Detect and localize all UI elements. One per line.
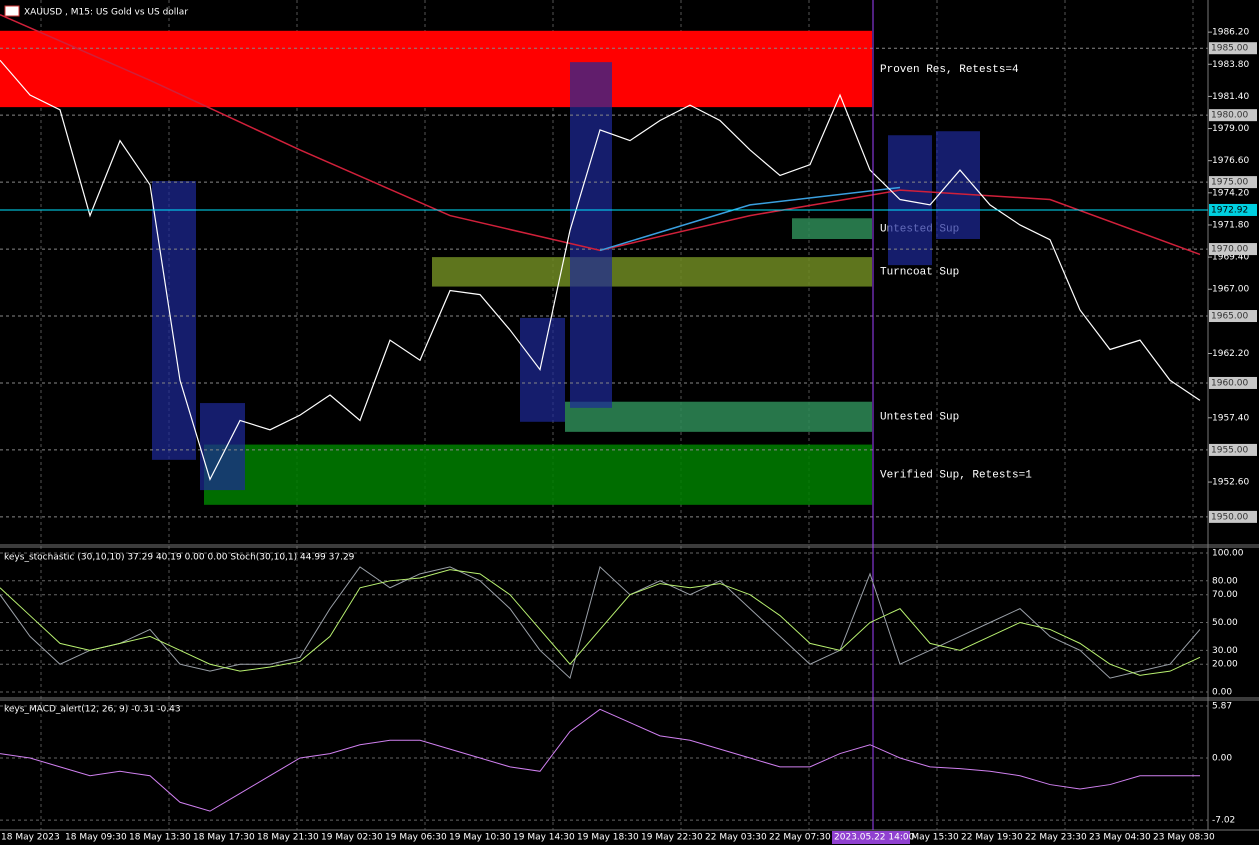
signal-box [200,403,245,491]
y-tick-label: 50.00 [1212,618,1238,628]
y-tick-label: 1971.80 [1212,220,1249,230]
zone-label: Proven Res, Retests=4 [880,64,1019,76]
level-label: 1950.00 [1211,512,1248,522]
current-price-tag [1209,203,1257,216]
y-tick-label: 70.00 [1212,590,1238,600]
signal-box [152,181,196,460]
x-tick-label: 19 May 18:30 [577,833,639,843]
indicator-main [0,565,1201,680]
cursor-time-tag [832,831,910,844]
level-tag [1209,42,1257,55]
y-tick-label: 1986.20 [1212,28,1249,38]
level-label: 1965.00 [1211,312,1248,322]
y-tick-label: 1974.20 [1212,188,1249,198]
sr-zone [792,218,872,240]
level-label: 1980.00 [1211,111,1248,121]
x-tick-label: 18 May 09:30 [65,833,127,843]
indicator-signal [0,569,1201,676]
x-tick-label: 18 May 13:30 [129,833,191,843]
level-tag [1209,443,1257,456]
y-tick-label: 1981.40 [1212,92,1249,102]
x-tick-label: 19 May 22:30 [641,833,703,843]
signal-box [570,62,612,408]
y-tick-label: 0.00 [1212,688,1232,698]
y-tick-label: 1983.80 [1212,60,1249,70]
y-tick-label: 100.00 [1212,549,1244,559]
current-price-label: 1972.92 [1211,205,1248,215]
y-tick-label: 1967.00 [1212,285,1249,295]
x-tick-label: 22 May 23:30 [1025,833,1087,843]
x-tick-label: 22 May 03:30 [705,833,767,843]
symbol-icon [4,5,20,17]
y-tick-label: 0.00 [1212,754,1232,764]
x-tick-label: 22 May 15:30 [897,833,959,843]
level-label: 1975.00 [1211,178,1248,188]
level-label: 1985.00 [1211,44,1248,54]
level-label: 1970.00 [1211,245,1248,255]
y-tick-label: 1976.60 [1212,156,1249,166]
x-tick-label: 18 May 21:30 [257,833,319,843]
level-tag [1209,376,1257,389]
cursor-time-label: 2023.05.22 14:00 [834,833,915,843]
signal-box [888,135,932,266]
x-tick-label: 23 May 08:30 [1153,833,1215,843]
ma-blue [599,186,901,252]
header: XAUUSD , M15: US Gold vs US dollar [4,5,188,18]
sr-zone [0,30,872,108]
level-tag [1209,510,1257,523]
x-tick-label: 22 May 07:30 [769,833,831,843]
level-tag [1209,310,1257,323]
y-tick-label: 5.87 [1212,702,1232,712]
chart-title: XAUUSD , M15: US Gold vs US dollar [24,8,188,18]
x-tick-label: 19 May 10:30 [449,833,511,843]
x-tick-label: 22 May 19:30 [961,833,1023,843]
x-tick-label: 19 May 14:30 [513,833,575,843]
level-tag [1209,109,1257,122]
level-tag [1209,176,1257,189]
zone-label: Verified Sup, Retests=1 [880,470,1032,482]
indicator-main [0,708,1200,812]
y-tick-label: 1979.00 [1212,124,1249,134]
sr-zone [565,401,872,432]
y-tick-label: -7.02 [1212,816,1235,826]
indicator-title: keys_MACD_alert(12, 26, 9) -0.31 -0.43 [4,705,181,715]
zone-label: Untested Sup [880,412,959,424]
x-tick-label: 19 May 02:30 [321,833,383,843]
y-tick-label: 1962.20 [1212,349,1249,359]
price-line [0,59,1201,481]
y-tick-label: 1952.60 [1212,478,1249,488]
y-tick-label: 1969.40 [1212,253,1249,263]
sr-zone [432,257,872,287]
y-tick-label: 20.00 [1212,660,1238,670]
y-tick-label: 30.00 [1212,646,1238,656]
x-tick-label: 23 May 04:30 [1089,833,1151,843]
sr-zone [204,444,872,505]
indicator-title: keys_stochastic (30,10,10) 37.29 40.19 0… [4,553,355,563]
level-label: 1955.00 [1211,445,1248,455]
x-tick-label: 19 May 06:30 [385,833,447,843]
signal-box [520,317,565,422]
zone-label: Turncoat Sup [880,267,959,279]
y-tick-label: 80.00 [1212,576,1238,586]
y-tick-label: 1957.40 [1212,413,1249,423]
x-tick-label: 18 May 2023 [1,833,60,843]
level-tag [1209,243,1257,256]
level-label: 1960.00 [1211,378,1248,388]
x-tick-label: 18 May 17:30 [193,833,255,843]
